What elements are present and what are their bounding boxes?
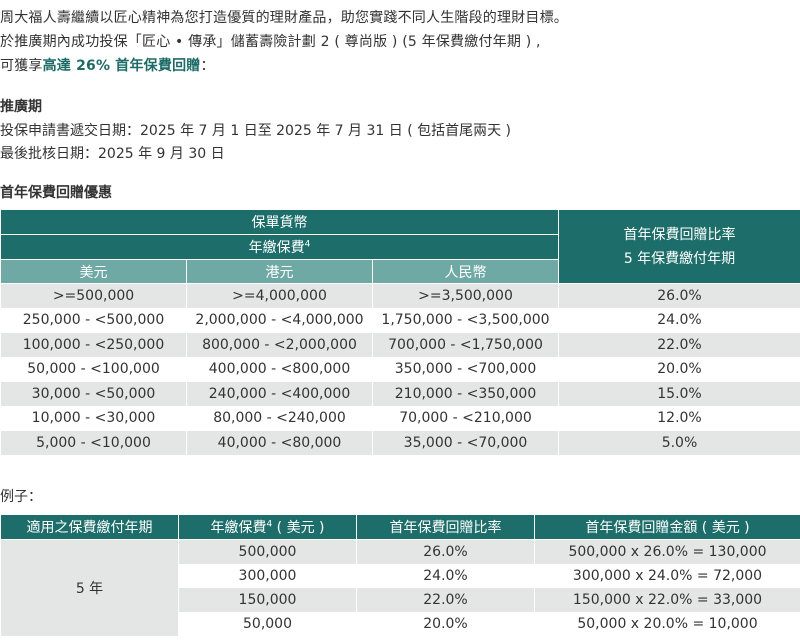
premium-cell: 300,000 (178, 563, 357, 588)
hkd-cell: 40,000 - <80,000 (186, 430, 373, 455)
amount-cell: 150,000 x 22.0% = 33,000 (534, 587, 800, 612)
premium-cell: 150,000 (178, 587, 357, 612)
rmb-cell: >=3,500,000 (372, 283, 559, 308)
usd-cell: 250,000 - <500,000 (0, 308, 187, 333)
rmb-cell: 70,000 - <210,000 (372, 406, 559, 431)
rate-cell: 22.0% (356, 587, 535, 612)
hkd-cell: 800,000 - <2,000,000 (186, 332, 373, 357)
header-rebate-rate: 首年保費回贈比率 5 年保費繳付年期 (558, 209, 800, 284)
footnote-marker: 4 (266, 519, 273, 530)
rebate-table: 保單貨幣 首年保費回贈比率 5 年保費繳付年期 年繳保費4 美元 港元 人民幣 … (0, 209, 800, 455)
application-date: 投保申請書遞交日期：2025 年 7 月 1 日至 2025 年 7 月 31 … (0, 123, 512, 139)
header-example-premium-label: 年繳保費 (210, 520, 267, 536)
intro-paragraph: 周大福人壽繼續以匠心精神為您打造優質的理財產品，助您實踐不同人生階段的理財目標。… (0, 6, 800, 78)
table-row: >=500,000 >=4,000,000 >=3,500,000 26.0% (0, 283, 800, 308)
header-example-amount: 首年保費回贈金額 ( 美元 ) (534, 514, 800, 540)
usd-cell: 100,000 - <250,000 (0, 332, 187, 357)
rate-cell: 20.0% (558, 357, 800, 382)
rmb-cell: 350,000 - <700,000 (372, 357, 559, 382)
header-example-premium-unit: ( 美元 ) (272, 520, 325, 536)
hkd-cell: 2,000,000 - <4,000,000 (186, 308, 373, 333)
rate-cell: 26.0% (356, 539, 535, 564)
amount-cell: 500,000 x 26.0% = 130,000 (534, 539, 800, 564)
table-row: 300,000 24.0% 300,000 x 24.0% = 72,000 (1, 563, 800, 588)
table-row: 50,000 - <100,000 400,000 - <800,000 350… (0, 357, 800, 382)
header-example-premium: 年繳保費4 ( 美元 ) (178, 514, 357, 540)
usd-cell: 10,000 - <30,000 (0, 406, 187, 431)
table-row: 250,000 - <500,000 2,000,000 - <4,000,00… (0, 308, 800, 333)
hkd-cell: >=4,000,000 (186, 283, 373, 308)
rate-cell: 24.0% (558, 308, 800, 333)
intro-line-3-suffix: ： (200, 58, 215, 74)
intro-line-1: 周大福人壽繼續以匠心精神為您打造優質的理財產品，助您實踐不同人生階段的理財目標。 (0, 10, 568, 26)
header-hkd: 港元 (186, 259, 373, 284)
table-row: 10,000 - <30,000 80,000 - <240,000 70,00… (0, 406, 800, 431)
rate-cell: 24.0% (356, 563, 535, 588)
hkd-cell: 400,000 - <800,000 (186, 357, 373, 382)
table-row: 5,000 - <10,000 40,000 - <80,000 35,000 … (0, 430, 800, 455)
usd-cell: 5,000 - <10,000 (0, 430, 187, 455)
intro-line-3-prefix: 可獲享 (0, 58, 43, 74)
example-label: 例子： (0, 489, 42, 505)
premium-cell: 50,000 (178, 611, 357, 636)
rebate-section-title: 首年保費回贈優惠 (0, 185, 112, 201)
rmb-cell: 210,000 - <350,000 (372, 381, 559, 406)
premium-cell: 500,000 (178, 539, 357, 564)
usd-cell: 50,000 - <100,000 (0, 357, 187, 382)
header-example-rate: 首年保費回贈比率 (356, 514, 535, 540)
table-row: 50,000 20.0% 50,000 x 20.0% = 10,000 (1, 611, 800, 636)
rate-cell: 5.0% (558, 430, 800, 455)
rmb-cell: 1,750,000 - <3,500,000 (372, 308, 559, 333)
hkd-cell: 80,000 - <240,000 (186, 406, 373, 431)
table-row: 30,000 - <50,000 240,000 - <400,000 210,… (0, 381, 800, 406)
usd-cell: 30,000 - <50,000 (0, 381, 187, 406)
amount-cell: 50,000 x 20.0% = 10,000 (534, 611, 800, 636)
header-rate-line-1: 首年保費回贈比率 (623, 226, 736, 243)
table-row: 100,000 - <250,000 800,000 - <2,000,000 … (0, 332, 800, 357)
header-rate-line-2: 5 年保費繳付年期 (623, 250, 736, 267)
header-applicable-years: 適用之保費繳付年期 (0, 514, 179, 540)
rate-cell: 12.0% (558, 406, 800, 431)
rate-cell: 15.0% (558, 381, 800, 406)
usd-cell: >=500,000 (0, 283, 187, 308)
rate-cell: 26.0% (558, 283, 800, 308)
rebate-highlight: 高達 26% 首年保費回贈 (42, 58, 201, 74)
years-cell: 5 年 (0, 539, 179, 636)
header-rmb: 人民幣 (372, 259, 559, 284)
approval-date: 最後批核日期：2025 年 9 月 30 日 (0, 146, 225, 162)
rmb-cell: 35,000 - <70,000 (372, 430, 559, 455)
rmb-cell: 700,000 - <1,750,000 (372, 332, 559, 357)
header-annual-premium: 年繳保費4 (0, 234, 559, 260)
header-usd: 美元 (0, 259, 187, 284)
footnote-marker: 4 (304, 239, 311, 250)
rate-cell: 22.0% (558, 332, 800, 357)
intro-line-2: 於推廣期內成功投保「匠心 • 傳承」儲蓄壽險計劃 2 ( 尊尚版 ) (5 年保… (0, 34, 541, 50)
promo-period-title: 推廣期 (0, 99, 42, 115)
rate-cell: 20.0% (356, 611, 535, 636)
hkd-cell: 240,000 - <400,000 (186, 381, 373, 406)
header-policy-currency: 保單貨幣 (0, 209, 559, 235)
table-row: 150,000 22.0% 150,000 x 22.0% = 33,000 (1, 587, 800, 612)
header-annual-premium-label: 年繳保費 (248, 240, 305, 256)
amount-cell: 300,000 x 24.0% = 72,000 (534, 563, 800, 588)
example-table: 適用之保費繳付年期 年繳保費4 ( 美元 ) 首年保費回贈比率 首年保費回贈金額… (0, 514, 800, 636)
table-row: 5 年 500,000 26.0% 500,000 x 26.0% = 130,… (0, 539, 800, 636)
intro-line-3: 可獲享高達 26% 首年保費回贈： (0, 54, 800, 78)
